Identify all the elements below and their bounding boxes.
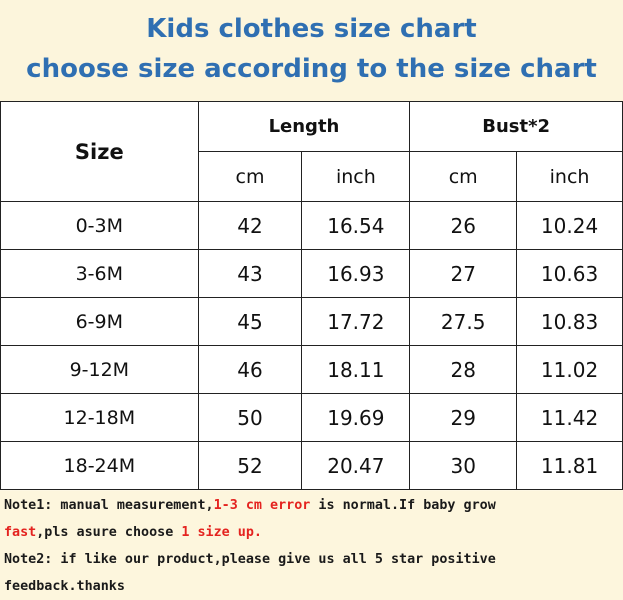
length-cm-cell: 43	[197, 249, 303, 298]
length-cm-cell: 52	[197, 441, 303, 490]
unit-header-length-cm: cm	[197, 151, 303, 202]
unit-header-bust-inch: inch	[516, 151, 623, 202]
bust-cm-cell: 28	[409, 345, 518, 394]
size-column-header: Size	[0, 101, 199, 202]
table-row: 6-9M 45 17.72 27.5 10.83	[0, 297, 623, 346]
length-inch-cell: 20.47	[301, 441, 411, 490]
bust-inch-cell: 10.83	[516, 297, 623, 346]
bust-cm-cell: 27	[409, 249, 518, 298]
note1-text: ,pls asure choose	[36, 525, 182, 540]
size-cell: 18-24M	[0, 441, 199, 490]
length-inch-cell: 16.54	[301, 201, 411, 250]
bust-inch-cell: 11.42	[516, 393, 623, 442]
bust-cm-cell: 27.5	[409, 297, 518, 346]
length-inch-cell: 18.11	[301, 345, 411, 394]
size-cell: 12-18M	[0, 393, 199, 442]
bust-group-header: Bust*2	[409, 101, 623, 152]
bust-inch-cell: 10.63	[516, 249, 623, 298]
group-header-row: Size Length Bust*2	[0, 101, 623, 202]
unit-header-length-inch: inch	[301, 151, 411, 202]
size-cell: 3-6M	[0, 249, 199, 298]
bust-inch-cell: 10.24	[516, 201, 623, 250]
note2-line2: feedback.thanks	[4, 579, 125, 594]
table-row: 12-18M 50 19.69 29 11.42	[0, 393, 623, 442]
bust-inch-cell: 11.81	[516, 441, 623, 490]
length-cm-cell: 42	[197, 201, 303, 250]
length-cm-cell: 46	[197, 345, 303, 394]
note1-text: Note1: manual measurement,	[4, 498, 214, 513]
note1-text: is normal.If baby grow	[310, 498, 496, 513]
header: Kids clothes size chart choose size acco…	[0, 0, 623, 101]
length-group-header: Length	[197, 101, 411, 152]
table-row: 18-24M 52 20.47 30 11.81	[0, 441, 623, 490]
bust-cm-cell: 30	[409, 441, 518, 490]
length-inch-cell: 16.93	[301, 249, 411, 298]
size-chart-table: Size Length Bust*2 cm inch cm inch 0-3M …	[0, 101, 623, 490]
bust-cm-cell: 26	[409, 201, 518, 250]
page-title: Kids clothes size chart	[146, 14, 477, 44]
table-row: 9-12M 46 18.11 28 11.02	[0, 345, 623, 394]
length-inch-cell: 17.72	[301, 297, 411, 346]
note1-line2: fast,pls asure choose 1 size up.	[4, 525, 262, 540]
length-cm-cell: 50	[197, 393, 303, 442]
page-subtitle: choose size according to the size chart	[26, 54, 597, 84]
notes-section: Note1: manual measurement,1-3 cm error i…	[0, 491, 623, 600]
note1-line1: Note1: manual measurement,1-3 cm error i…	[4, 498, 496, 513]
size-cell: 0-3M	[0, 201, 199, 250]
bust-inch-cell: 11.02	[516, 345, 623, 394]
table-row: 0-3M 42 16.54 26 10.24	[0, 201, 623, 250]
length-inch-cell: 19.69	[301, 393, 411, 442]
unit-header-bust-cm: cm	[409, 151, 518, 202]
note1-size-up-highlight: 1 size up.	[181, 525, 262, 540]
size-cell: 9-12M	[0, 345, 199, 394]
note1-fast-highlight: fast	[4, 525, 37, 540]
note1-error-highlight: 1-3 cm error	[213, 498, 311, 513]
bust-cm-cell: 29	[409, 393, 518, 442]
unit-header-row: cm inch cm inch	[1, 151, 623, 202]
length-cm-cell: 45	[197, 297, 303, 346]
size-cell: 6-9M	[0, 297, 199, 346]
table-row: 3-6M 43 16.93 27 10.63	[0, 249, 623, 298]
note2-line1: Note2: if like our product,please give u…	[4, 552, 496, 567]
